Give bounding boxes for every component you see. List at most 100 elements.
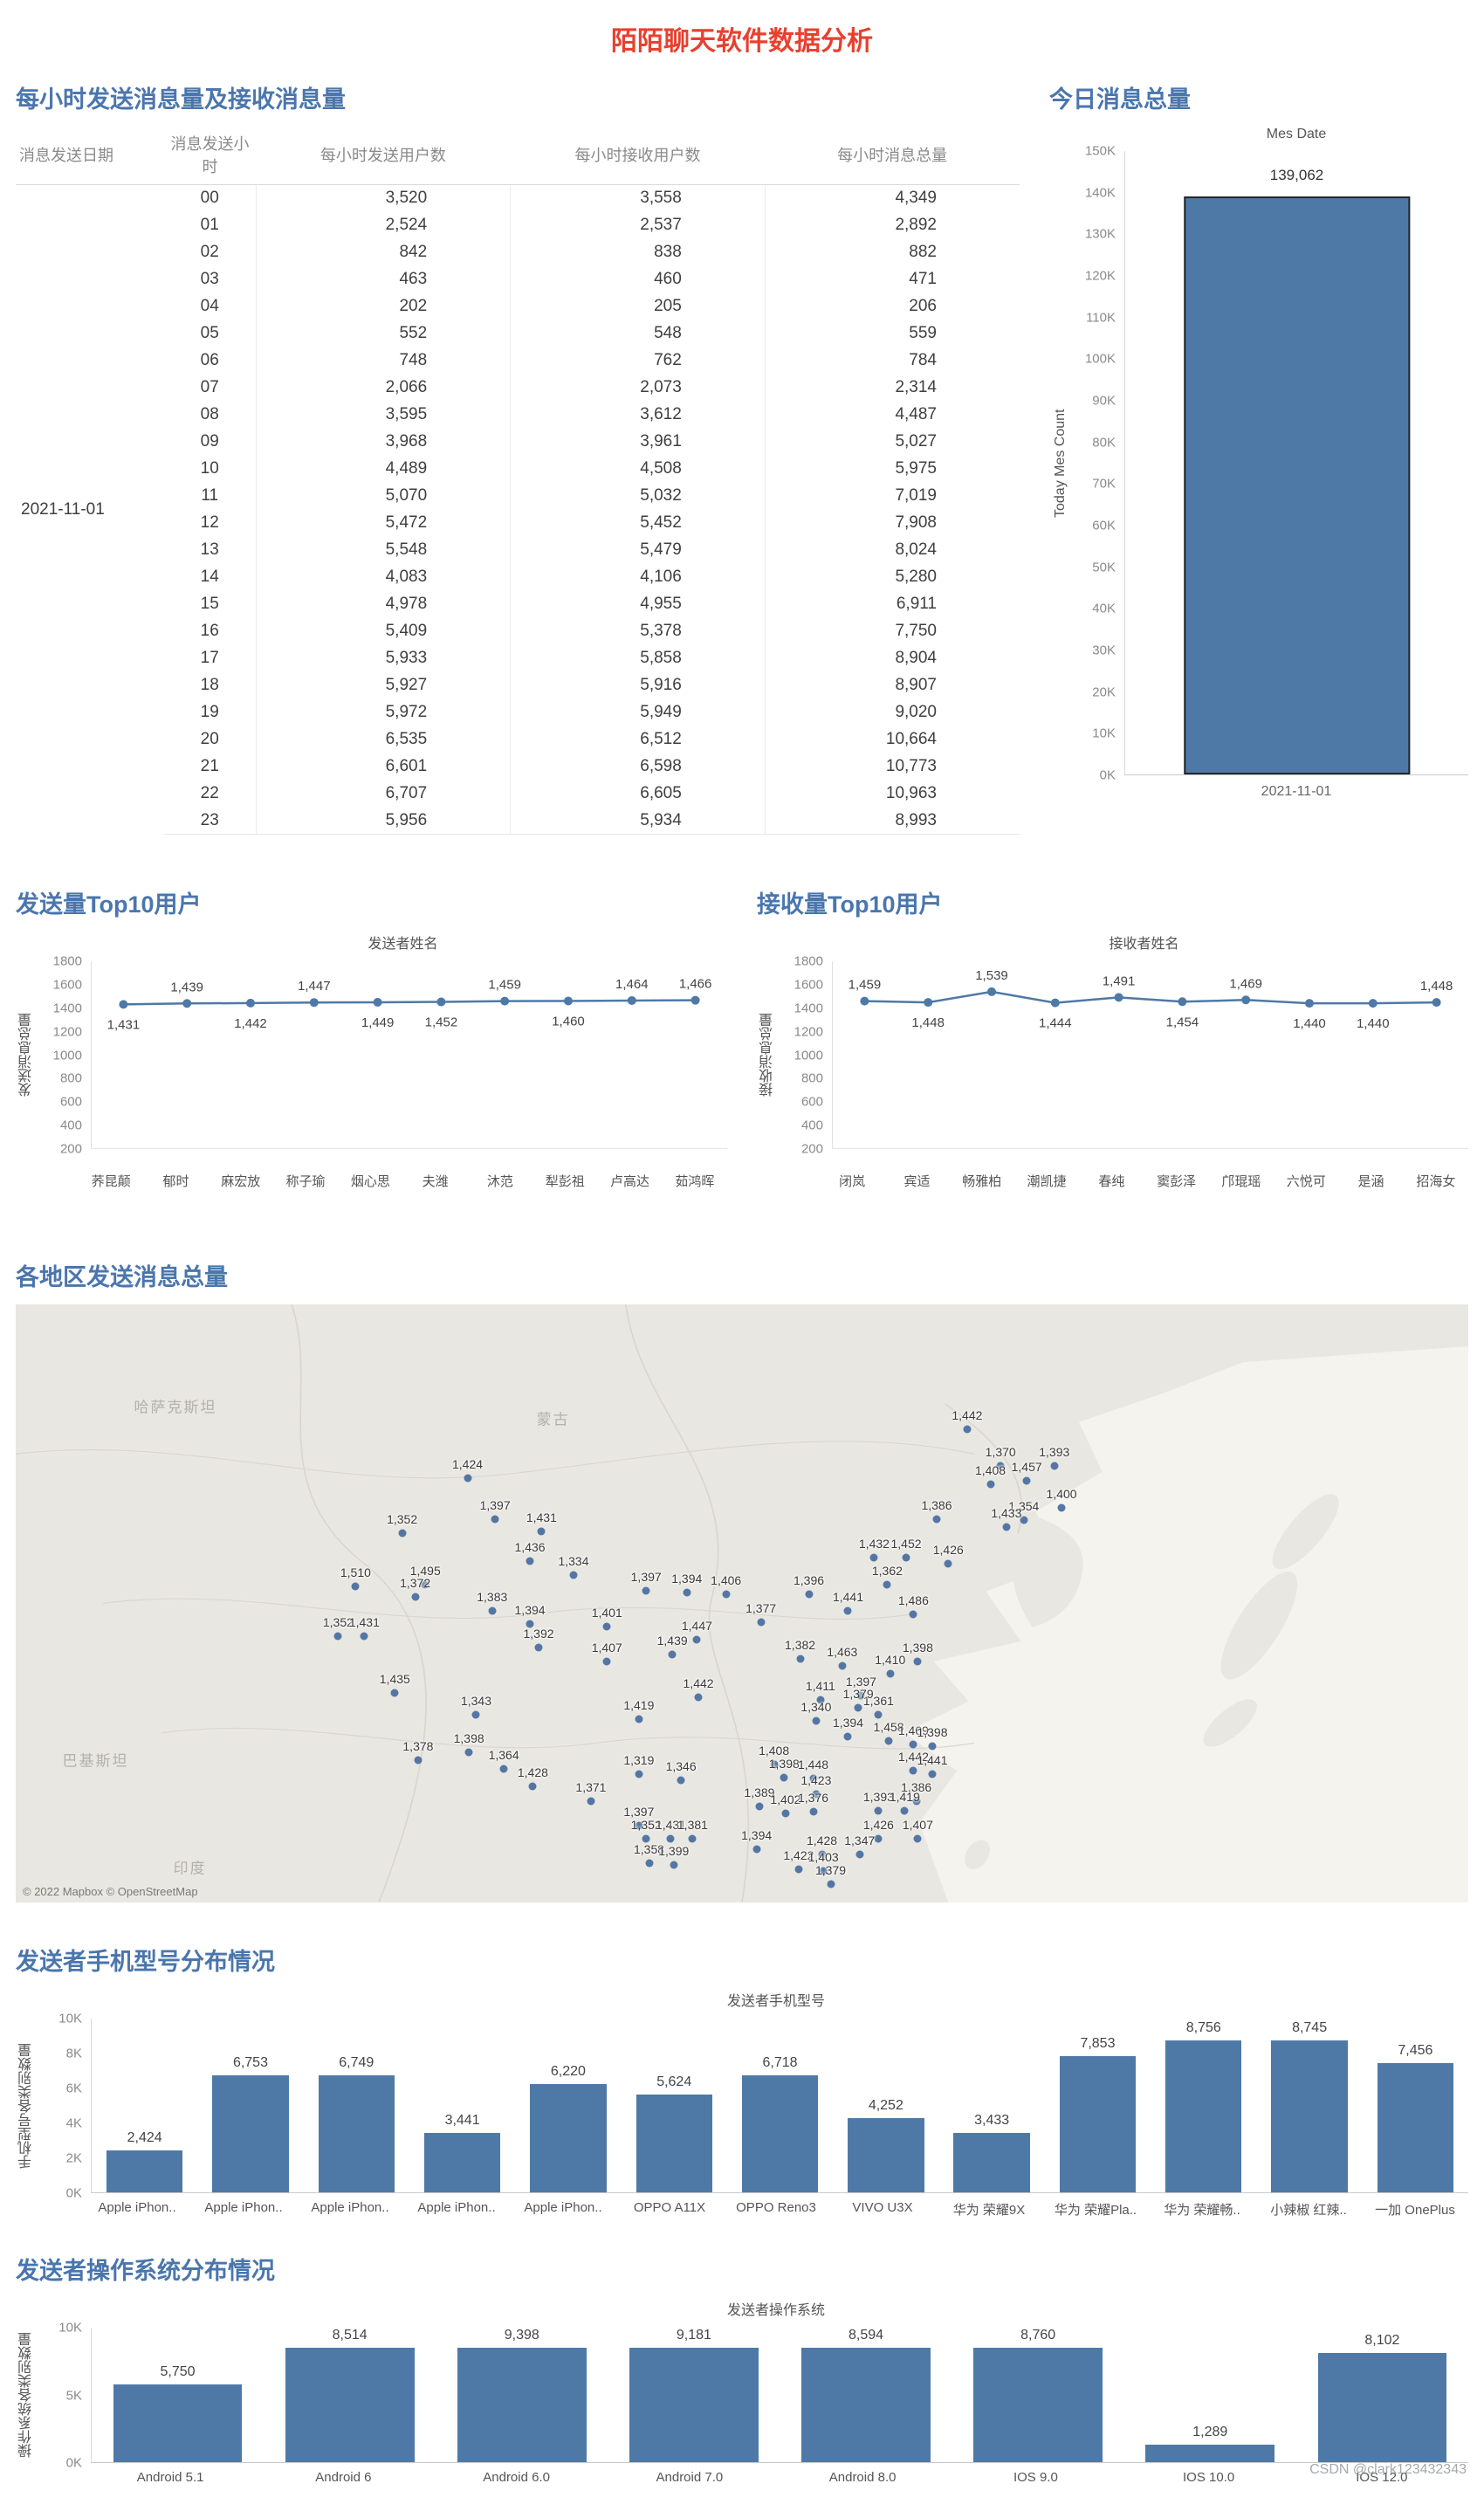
bar[interactable] [973,2348,1103,2462]
bar[interactable] [318,2074,395,2192]
map-point[interactable] [996,1462,1005,1470]
map-point[interactable] [464,1474,471,1483]
map-point[interactable] [794,1865,803,1874]
map-point[interactable] [944,1559,952,1568]
map-point[interactable] [874,1710,883,1719]
table-row[interactable]: 16 5,409 5,378 7,750 [16,617,1020,645]
map-point[interactable] [1050,1462,1059,1470]
map-point[interactable] [909,1766,917,1775]
map-point[interactable] [694,1693,703,1702]
map-point[interactable] [642,1834,650,1843]
data-point[interactable] [1178,997,1187,1007]
map-point[interactable] [755,1802,764,1811]
map-point[interactable] [464,1748,473,1757]
table-row[interactable]: 05 552 548 559 [16,320,1020,347]
table-row[interactable]: 19 5,972 5,949 9,020 [16,698,1020,726]
bar[interactable] [1145,2445,1275,2462]
map-point[interactable] [796,1655,805,1663]
bar[interactable] [1271,2040,1348,2192]
map-point[interactable] [986,1480,995,1489]
map-point[interactable] [809,1807,818,1816]
map-point[interactable] [526,1557,534,1565]
data-point[interactable] [1368,999,1378,1008]
map-point[interactable] [932,1515,941,1524]
map-point[interactable] [360,1632,368,1641]
map-point[interactable] [398,1529,407,1538]
map-point[interactable] [421,1580,429,1589]
bar[interactable] [423,2132,501,2192]
map-point[interactable] [843,1732,852,1741]
bar[interactable] [953,2132,1030,2192]
map-point[interactable] [884,1737,893,1745]
bar[interactable] [1377,2062,1454,2192]
bar[interactable] [1165,2040,1242,2192]
map-point[interactable] [883,1580,891,1589]
table-row[interactable]: 23 5,956 5,934 8,993 [16,807,1020,835]
map-point[interactable] [812,1790,821,1799]
map-point[interactable] [909,1740,917,1749]
table-row[interactable]: 12 5,472 5,452 7,908 [16,509,1020,537]
map-point[interactable] [812,1717,821,1725]
table-row[interactable]: 17 5,933 5,858 8,904 [16,644,1020,672]
data-point[interactable] [119,1000,128,1009]
map-point[interactable] [909,1610,917,1619]
map-point[interactable] [780,1773,788,1782]
bar[interactable] [457,2348,587,2462]
bar[interactable] [848,2118,924,2192]
map-point[interactable] [670,1861,678,1869]
map-point[interactable] [928,1770,937,1778]
table-row[interactable]: 01 2,524 2,537 2,892 [16,211,1020,239]
table-row[interactable]: 22 6,707 6,605 10,963 [16,780,1020,808]
map-point[interactable] [1057,1503,1066,1512]
map-point[interactable] [757,1618,766,1627]
map-point[interactable] [900,1806,909,1814]
table-row[interactable]: 11 5,070 5,032 7,019 [16,482,1020,510]
data-point[interactable] [1305,999,1314,1008]
map-point[interactable] [635,1770,643,1778]
table-row[interactable]: 04 202 205 206 [16,292,1020,320]
map-point[interactable] [816,1696,825,1704]
table-row[interactable]: 21 6,601 6,598 10,773 [16,753,1020,781]
data-point[interactable] [309,998,319,1008]
map-point[interactable] [856,1691,865,1700]
map-point[interactable] [928,1742,937,1751]
table-row[interactable]: 06 748 762 784 [16,347,1020,375]
data-point[interactable] [1114,993,1123,1002]
map-point[interactable] [668,1650,677,1659]
map-point[interactable] [499,1765,508,1773]
table-row[interactable]: 18 5,927 5,916 8,907 [16,671,1020,699]
bar[interactable] [1059,2055,1137,2192]
map-point[interactable] [528,1782,537,1791]
map-point[interactable] [912,1797,921,1806]
bar[interactable] [801,2348,931,2462]
map-point[interactable] [537,1527,546,1536]
map-point[interactable] [838,1661,847,1670]
table-row[interactable]: 09 3,968 3,961 5,027 [16,428,1020,456]
map-point[interactable] [843,1606,852,1615]
map-point[interactable] [819,1867,828,1875]
table-row[interactable]: 20 6,535 6,512 10,664 [16,726,1020,753]
map-point[interactable] [1002,1523,1011,1531]
map-point[interactable] [809,1774,818,1783]
map-point[interactable] [886,1669,895,1678]
map-point[interactable] [645,1859,653,1868]
map-point[interactable] [491,1515,499,1524]
data-point[interactable] [182,999,192,1008]
map-point[interactable] [351,1582,360,1591]
data-point[interactable] [246,998,255,1008]
table-row[interactable]: 13 5,548 5,479 8,024 [16,536,1020,564]
map-point[interactable] [635,1715,643,1723]
map-point[interactable] [854,1703,862,1712]
map-point[interactable] [414,1756,423,1765]
data-point[interactable] [924,998,933,1008]
data-point[interactable] [564,996,573,1006]
data-point[interactable] [373,997,382,1007]
map-point[interactable] [827,1880,835,1888]
data-point[interactable] [1432,998,1441,1008]
table-row[interactable]: 2021-11-01 00 3,520 3,558 4,349 [16,184,1020,519]
map-point[interactable] [488,1606,497,1615]
map-point[interactable] [805,1590,814,1599]
map-point[interactable] [781,1809,790,1818]
map-point[interactable] [471,1710,480,1719]
table-row[interactable]: 14 4,083 4,106 5,280 [16,563,1020,591]
